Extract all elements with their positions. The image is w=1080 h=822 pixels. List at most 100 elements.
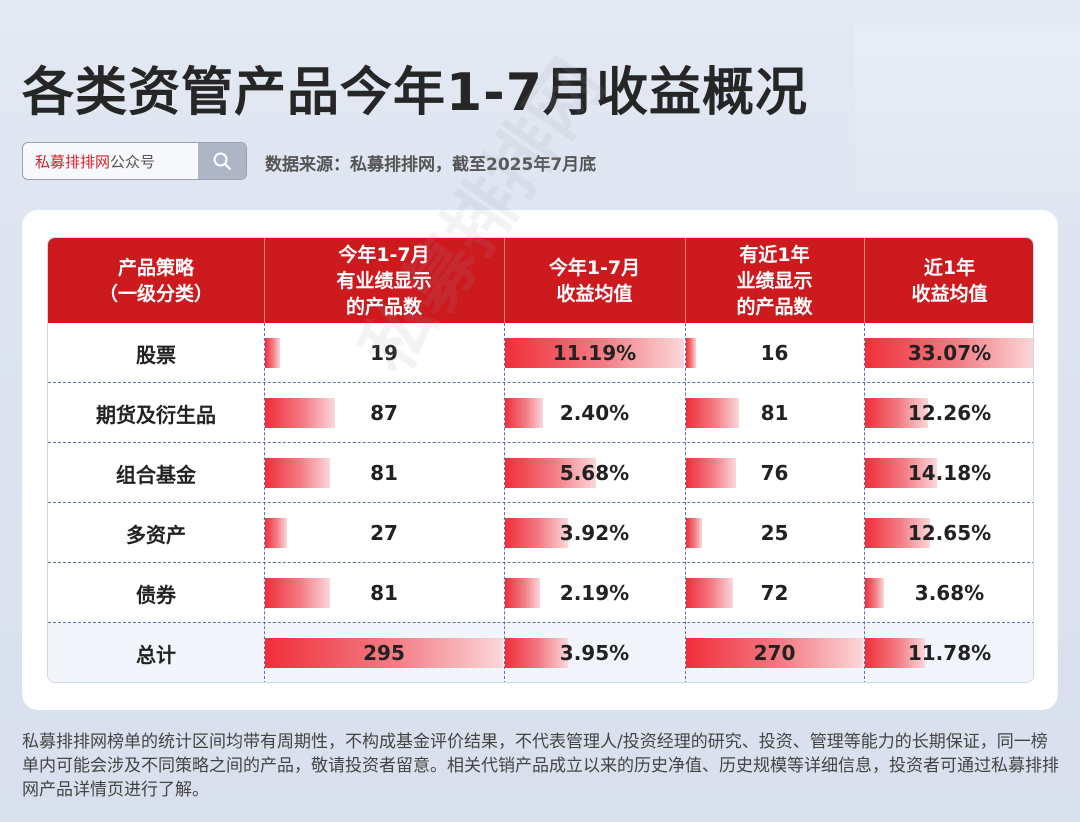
header-count-ytd: 今年1-7月 有业绩显示 的产品数 <box>336 243 432 318</box>
count-1y-value: 270 <box>753 641 796 665</box>
data-source: 数据来源：私募排排网，截至2025年7月底 <box>265 155 597 175</box>
return-1y-bar <box>865 338 1033 368</box>
return-ytd-cell: 11.19% <box>504 323 685 383</box>
return-1y-value: 3.68% <box>914 581 985 605</box>
count-ytd-bar <box>265 638 503 668</box>
return-1y-bar <box>865 518 930 548</box>
return-1y-value: 11.78% <box>907 641 992 665</box>
count-1y-bar <box>686 518 703 548</box>
return-ytd-value: 5.68% <box>559 461 630 485</box>
column-divider <box>504 323 505 682</box>
return-ytd-bar <box>505 638 569 668</box>
count-1y-cell: 16 <box>685 323 864 383</box>
strategy-label: 总计 <box>136 642 176 667</box>
count-ytd-bar <box>265 398 336 428</box>
table-header: 产品策略 （一级分类） 今年1-7月 有业绩显示 的产品数 今年1-7月 收益均… <box>48 238 1033 323</box>
return-ytd-value: 3.92% <box>559 521 630 545</box>
returns-table: 产品策略 （一级分类） 今年1-7月 有业绩显示 的产品数 今年1-7月 收益均… <box>47 237 1034 683</box>
return-1y-cell: 12.26% <box>864 383 1033 443</box>
return-1y-cell: 33.07% <box>864 323 1033 383</box>
return-ytd-value: 3.95% <box>559 641 630 665</box>
return-1y-cell: 12.65% <box>864 503 1033 563</box>
count-1y-cell: 270 <box>685 623 864 682</box>
count-1y-cell: 76 <box>685 443 864 503</box>
header-return-1y: 近1年 收益均值 <box>911 256 988 305</box>
return-1y-bar <box>865 398 928 428</box>
return-ytd-cell: 3.95% <box>504 623 685 682</box>
return-ytd-bar <box>505 398 544 428</box>
return-ytd-cell: 5.68% <box>504 443 685 503</box>
return-1y-value: 12.26% <box>907 401 992 425</box>
return-ytd-value: 11.19% <box>552 341 637 365</box>
table-row: 股票 19 11.19% 16 33.07% <box>48 323 1033 383</box>
page-title: 各类资管产品今年1-7月收益概况 <box>22 63 808 123</box>
count-ytd-bar <box>265 458 331 488</box>
return-1y-value: 14.18% <box>907 461 992 485</box>
strategy-label: 债券 <box>136 582 176 607</box>
count-ytd-value: 295 <box>363 641 405 665</box>
count-ytd-cell: 27 <box>264 503 504 563</box>
strategy-label: 多资产 <box>126 522 186 547</box>
return-1y-cell: 14.18% <box>864 443 1033 503</box>
column-divider <box>685 323 686 682</box>
count-1y-bar <box>686 578 734 608</box>
count-ytd-cell: 81 <box>264 443 504 503</box>
return-ytd-bar <box>505 518 568 548</box>
header-divider <box>864 238 865 323</box>
background-panel <box>855 25 1080 205</box>
search-brand-text: 私募排排网 <box>35 152 111 171</box>
return-ytd-bar <box>505 578 541 608</box>
count-1y-bar <box>686 458 736 488</box>
strategy-label: 股票 <box>136 342 176 367</box>
count-ytd-bar <box>265 578 331 608</box>
return-ytd-bar <box>505 338 684 368</box>
return-1y-value: 33.07% <box>907 341 992 365</box>
count-1y-cell: 25 <box>685 503 864 563</box>
header-divider <box>685 238 686 323</box>
count-1y-cell: 72 <box>685 563 864 623</box>
header-strategy: 产品策略 （一级分类） <box>98 256 213 305</box>
return-1y-value: 12.65% <box>907 521 992 545</box>
count-1y-value: 16 <box>760 341 789 365</box>
search-input[interactable]: 私募排排网公众号 <box>23 151 198 172</box>
disclaimer: 私募排排网榜单的统计区间均带有周期性，不构成基金评价结果，不代表管理人/投资经理… <box>22 732 1059 800</box>
count-ytd-value: 87 <box>370 401 398 425</box>
count-ytd-bar <box>265 338 281 368</box>
count-1y-cell: 81 <box>685 383 864 443</box>
count-1y-value: 25 <box>760 521 789 545</box>
return-1y-cell: 11.78% <box>864 623 1033 682</box>
table-row: 总计 295 3.95% 270 11.78% <box>48 623 1033 682</box>
count-ytd-value: 81 <box>370 461 398 485</box>
return-ytd-value: 2.19% <box>559 581 630 605</box>
count-ytd-value: 81 <box>370 581 398 605</box>
search-box[interactable]: 私募排排网公众号 <box>22 142 247 180</box>
count-1y-value: 72 <box>760 581 789 605</box>
return-1y-bar <box>865 458 938 488</box>
count-1y-value: 76 <box>760 461 789 485</box>
table-row: 组合基金 81 5.68% 76 14.18% <box>48 443 1033 503</box>
count-ytd-cell: 295 <box>264 623 504 682</box>
count-1y-bar <box>686 398 740 428</box>
column-divider <box>264 323 265 682</box>
return-1y-bar <box>865 638 926 668</box>
return-ytd-value: 2.40% <box>559 401 630 425</box>
count-ytd-bar <box>265 518 287 548</box>
count-ytd-value: 27 <box>370 521 398 545</box>
count-1y-value: 81 <box>760 401 789 425</box>
header-count-1y: 有近1年 业绩显示 的产品数 <box>736 243 813 318</box>
return-ytd-cell: 2.19% <box>504 563 685 623</box>
count-ytd-value: 19 <box>370 341 398 365</box>
table-row: 债券 81 2.19% 72 3.68% <box>48 563 1033 623</box>
return-1y-cell: 3.68% <box>864 563 1033 623</box>
search-button[interactable] <box>198 143 246 179</box>
table-row: 多资产 27 3.92% 25 12.65% <box>48 503 1033 563</box>
search-suffix-text: 公众号 <box>110 152 156 171</box>
return-ytd-cell: 3.92% <box>504 503 685 563</box>
count-ytd-cell: 81 <box>264 563 504 623</box>
table-row: 期货及衍生品 87 2.40% 81 12.26% <box>48 383 1033 443</box>
strategy-label: 期货及衍生品 <box>96 402 216 427</box>
count-1y-bar <box>686 338 697 368</box>
return-ytd-cell: 2.40% <box>504 383 685 443</box>
count-ytd-cell: 19 <box>264 323 504 383</box>
count-ytd-cell: 87 <box>264 383 504 443</box>
